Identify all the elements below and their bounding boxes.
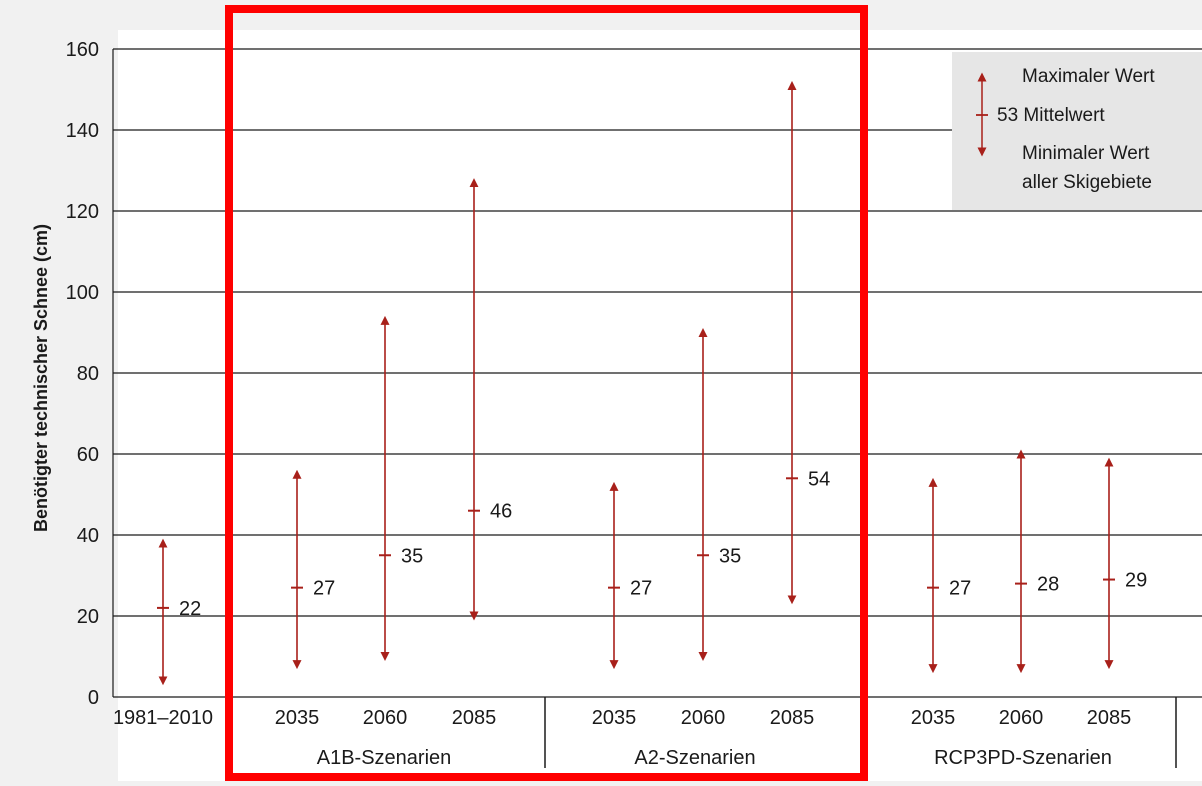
group-label: A1B-Szenarien [317,747,452,769]
x-tick-label: 2035 [911,707,956,729]
range-mark: 54 [786,80,830,605]
x-tick-label: 2085 [452,707,497,729]
y-axis-label: Benötigter technischer Schnee (cm) [31,224,51,532]
y-tick-label: 100 [66,282,99,304]
y-tick-label: 40 [77,525,99,547]
legend-min-label: Minimaler Wert [1022,143,1150,164]
range-mark: 28 [1015,449,1059,674]
mean-value-label: 35 [401,545,423,567]
range-mark: 29 [1103,457,1147,670]
range-mark: 46 [468,178,512,621]
y-tick-label: 120 [66,201,99,223]
range-marks: 22 27 35 46 27 35 54 27 28 29 [157,80,1147,686]
legend: Maximaler Wert 53 Mittelwert Minimaler W… [952,52,1202,210]
x-axis: 1981–2010 2035 2060 2085 2035 2060 2085 2035 206… [113,697,1177,769]
range-mark: 27 [608,481,652,670]
mean-value-label: 27 [630,578,652,600]
mean-value-label: 27 [313,578,335,600]
legend-background [952,52,1202,210]
mean-value-label: 28 [1037,574,1059,596]
group-label: A2-Szenarien [634,747,755,769]
x-tick-label: 2060 [681,707,726,729]
y-tick-label: 0 [88,687,99,709]
y-tick-label: 140 [66,120,99,142]
x-tick-label: 2060 [363,707,408,729]
y-tick-label: 60 [77,444,99,466]
group-label: RCP3PD-Szenarien [934,747,1112,769]
range-mark: 22 [157,538,201,686]
range-mark: 35 [379,315,423,661]
mean-value-label: 27 [949,578,971,600]
range-mark: 35 [697,328,741,661]
x-tick-label: 2035 [275,707,320,729]
y-tick-label: 160 [66,39,99,61]
y-axis: 0 20 40 60 80 100 120 140 160 [66,39,1202,709]
highlight-box [225,5,868,781]
x-tick-label: 2060 [999,707,1044,729]
legend-max-label: Maximaler Wert [1022,66,1155,87]
range-mark: 27 [927,477,971,674]
x-tick-label: 2085 [1087,707,1132,729]
mean-value-label: 54 [808,468,830,490]
legend-min-label-line2: aller Skigebiete [1022,172,1152,193]
y-tick-label: 80 [77,363,99,385]
mean-value-label: 22 [179,598,201,620]
mean-value-label: 35 [719,545,741,567]
mean-value-label: 29 [1125,570,1147,592]
mean-value-label: 46 [490,501,512,523]
y-tick-label: 20 [77,606,99,628]
range-mark: 27 [291,469,335,670]
legend-mean-label: 53 Mittelwert [997,105,1105,126]
x-tick-label: 1981–2010 [113,707,213,729]
x-tick-label: 2085 [770,707,815,729]
x-tick-label: 2035 [592,707,637,729]
